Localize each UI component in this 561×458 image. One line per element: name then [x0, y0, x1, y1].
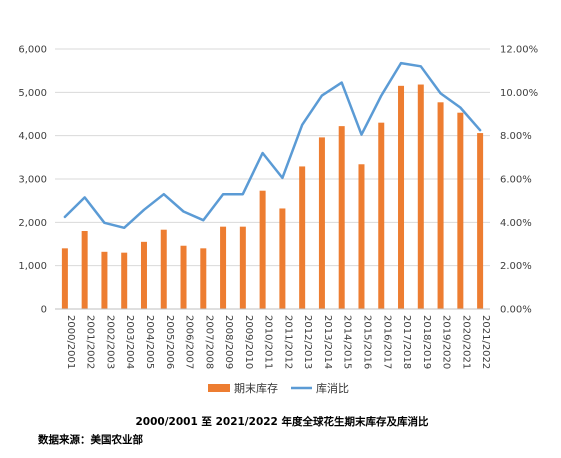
y-left-tick-label: 3,000: [18, 175, 47, 186]
bar: [239, 226, 246, 309]
bar-series: [61, 84, 484, 310]
x-tick-label: 2012/2013: [302, 315, 313, 369]
x-tick-label: 2001/2002: [85, 315, 96, 369]
line-series-path: [63, 61, 482, 230]
bar: [358, 164, 365, 309]
chart-title: 2000/2001 至 2021/2022 年度全球花生期末库存及库消比: [135, 415, 429, 428]
y-left-tick-label: 1,000: [18, 261, 47, 272]
bar: [279, 208, 286, 309]
x-tick-label: 2017/2018: [401, 315, 412, 369]
y-right-tick-label: 2.00%: [500, 261, 532, 272]
y-right-tick-label: 6.00%: [500, 175, 532, 186]
x-tick-label: 2000/2001: [65, 315, 76, 369]
bar: [318, 137, 325, 309]
bar: [101, 251, 108, 309]
bar: [121, 252, 128, 309]
y-right-tick-label: 0.00%: [500, 305, 532, 316]
x-tick-label: 2011/2012: [282, 315, 293, 369]
x-tick-label: 2018/2019: [421, 315, 432, 369]
x-tick-label: 2015/2016: [361, 315, 372, 369]
x-tick-label: 2004/2005: [144, 315, 155, 369]
bar: [477, 133, 484, 309]
legend-label-bar: 期末库存: [234, 381, 278, 395]
legend-label-line: 库消比: [316, 381, 349, 395]
bar: [180, 245, 187, 309]
bar: [378, 122, 385, 310]
bar: [259, 190, 266, 309]
y-right-tick-label: 12.00%: [500, 45, 538, 56]
y-left-tick-label: 4,000: [18, 131, 47, 142]
x-tick-label: 2010/2011: [263, 315, 274, 369]
y-left-tick-label: 0: [41, 305, 47, 316]
x-tick-label: 2009/2010: [243, 315, 254, 369]
y-left-tick-label: 6,000: [18, 45, 47, 56]
axes: 0 0.00% 1,000 2.00% 2,000 4.00% 3,000 6.00% 4,00…: [18, 45, 538, 370]
chart-source: 数据来源：美国农业部: [37, 433, 143, 446]
bar: [338, 126, 345, 309]
x-tick-label: 2008/2009: [223, 315, 234, 369]
gridlines: [55, 48, 490, 310]
y-right-tick-label: 4.00%: [500, 218, 532, 229]
x-tick-label: 2021/2022: [480, 315, 491, 369]
legend: 期末库存 库消比: [208, 381, 349, 395]
bar: [457, 112, 464, 309]
x-tick-label: 2014/2015: [342, 315, 353, 369]
bar: [200, 248, 207, 309]
x-tick-label: 2013/2014: [322, 315, 333, 369]
bar: [417, 84, 424, 310]
y-right-tick-label: 8.00%: [500, 131, 532, 142]
bar: [61, 248, 68, 309]
bar: [437, 102, 444, 309]
bar: [299, 166, 306, 309]
y-left-tick-label: 5,000: [18, 88, 47, 99]
bar: [140, 241, 147, 309]
bar: [81, 231, 88, 309]
bar: [160, 229, 167, 309]
x-tick-label: 2016/2017: [381, 315, 392, 369]
x-tick-label: 2002/2003: [104, 315, 115, 369]
x-tick-label: 2003/2004: [124, 315, 135, 369]
x-tick-label: 2019/2020: [441, 315, 452, 369]
bar: [220, 226, 227, 309]
legend-swatch-bar: [208, 384, 230, 392]
bar: [398, 85, 405, 309]
x-tick-label: 2007/2008: [203, 315, 214, 369]
line-series: [63, 61, 482, 230]
x-tick-label: 2006/2007: [184, 315, 195, 369]
x-tick-label: 2020/2021: [460, 315, 471, 369]
x-tick-label: 2005/2006: [164, 315, 175, 369]
y-right-tick-label: 10.00%: [500, 88, 538, 99]
y-left-tick-label: 2,000: [18, 218, 47, 229]
